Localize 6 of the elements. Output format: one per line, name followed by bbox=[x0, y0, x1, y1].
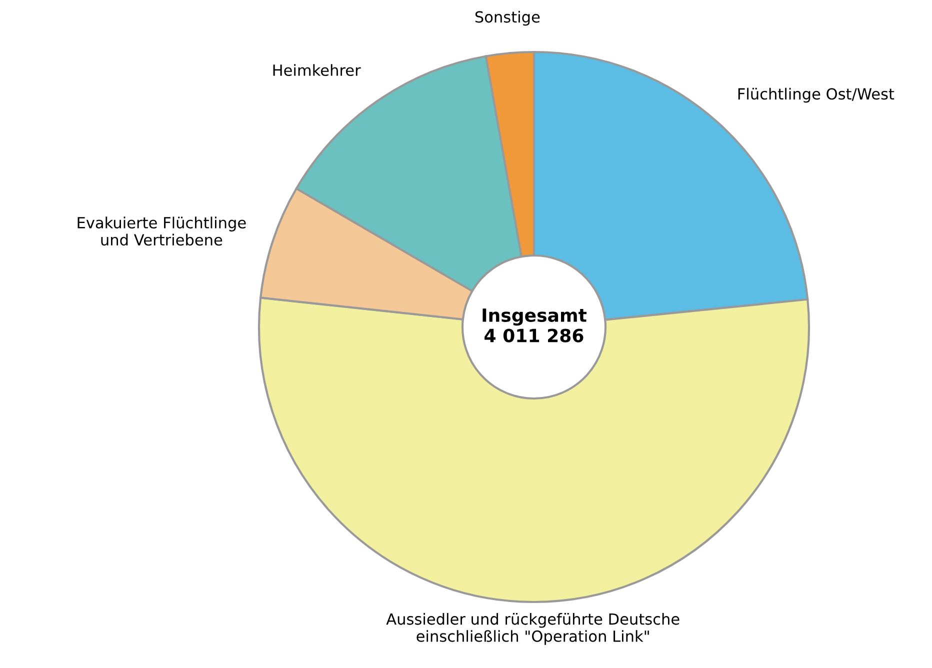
slice-label: Evakuierte Flüchtlinge und Vertriebene bbox=[78, 216, 246, 246]
slice-label: Heimkehrer bbox=[273, 64, 361, 76]
slice-label: Sonstige bbox=[475, 10, 540, 26]
slice-label: Aussiedler und rückgeführte Deutsche einschließlich "Operation Link" bbox=[386, 613, 680, 645]
slice-label: Flüchtlinge Ost/West bbox=[738, 88, 894, 103]
text: Insgesamt 4 011 286 bbox=[482, 308, 587, 342]
